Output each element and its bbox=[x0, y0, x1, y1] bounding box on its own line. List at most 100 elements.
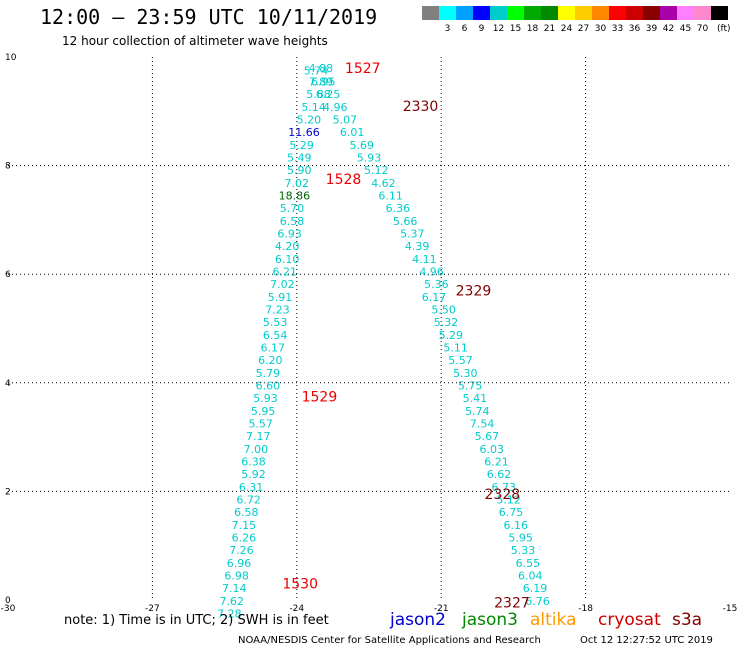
wave-height-point: 6.76 bbox=[525, 595, 550, 608]
colorbar-tick-label: 9 bbox=[479, 24, 485, 34]
legend-entry: altika bbox=[530, 610, 577, 630]
wave-height-point: 5.36 bbox=[424, 278, 449, 291]
wave-height-point: 6.19 bbox=[523, 582, 548, 595]
track-number-label: 2330 bbox=[403, 99, 439, 115]
colorbar-tick-label: 18 bbox=[527, 24, 539, 34]
colorbar-swatch bbox=[592, 6, 609, 20]
wave-height-point: 5.79 bbox=[256, 367, 281, 380]
wave-height-point: 5.70 bbox=[280, 202, 305, 215]
colorbar-swatch bbox=[490, 6, 507, 20]
grid-lines bbox=[8, 57, 730, 600]
wave-height-point: 6.54 bbox=[263, 329, 288, 342]
wave-height-point: 5.29 bbox=[289, 139, 314, 152]
wave-height-point: 5.30 bbox=[453, 367, 478, 380]
y-tick-label: 4 bbox=[5, 379, 11, 389]
axes: -30 -27 -24 -21 -18 -15 0 2 4 6 8 10 bbox=[1, 53, 738, 614]
footnote: note: 1) Time is in UTC; 2) SWH is in fe… bbox=[64, 613, 329, 628]
wave-height-point: 6.58 bbox=[280, 215, 305, 228]
wave-height-point: 6.10 bbox=[275, 253, 300, 266]
wave-height-point: 6.62 bbox=[487, 468, 512, 481]
colorbar-tick-label: 24 bbox=[561, 24, 573, 34]
y-tick-label: 8 bbox=[5, 162, 11, 172]
wave-height-point: 6.58 bbox=[234, 506, 259, 519]
colorbar-swatch bbox=[524, 6, 541, 20]
wave-height-point: 6.95 bbox=[311, 75, 336, 88]
wave-height-point: 6.60 bbox=[256, 380, 281, 393]
wave-height-point: 6.36 bbox=[386, 202, 411, 215]
wave-height-point: 6.17 bbox=[422, 291, 447, 304]
wave-height-point: 5.95 bbox=[508, 532, 533, 545]
wave-height-point: 6.96 bbox=[227, 557, 252, 570]
wave-height-point: 5.57 bbox=[448, 354, 473, 367]
colorbar-swatch bbox=[473, 6, 490, 20]
colorbar-swatch bbox=[575, 6, 592, 20]
wave-height-point: 6.16 bbox=[504, 519, 529, 532]
wave-height-point: 5.88 bbox=[306, 88, 331, 101]
wave-height-point: 6.25 bbox=[316, 88, 341, 101]
wave-height-point: 7.28 bbox=[217, 608, 242, 621]
wave-height-point: 5.66 bbox=[393, 215, 418, 228]
wave-height-point: 5.92 bbox=[241, 468, 266, 481]
colorbar-tick-label: 21 bbox=[544, 24, 555, 34]
wave-height-point: 5.11 bbox=[443, 342, 468, 355]
wave-height-point: 4.39 bbox=[405, 240, 430, 253]
colorbar-tick-label: 39 bbox=[646, 24, 658, 34]
track-number-label: 2327 bbox=[494, 596, 530, 612]
wave-height-point: 5.67 bbox=[475, 430, 500, 443]
wave-height-point: 6.75 bbox=[499, 506, 524, 519]
wave-height-point: 4.88 bbox=[309, 62, 334, 75]
wave-height-point: 5.33 bbox=[511, 544, 536, 557]
wave-height-point: 7.00 bbox=[244, 443, 269, 456]
colorbar-swatch bbox=[609, 6, 626, 20]
wave-height-point: 4.62 bbox=[371, 177, 396, 190]
wave-height-point: 5.93 bbox=[357, 151, 382, 164]
colorbar-tick-label: 27 bbox=[578, 24, 589, 34]
wave-height-point: 6.01 bbox=[340, 126, 365, 139]
credit-line: NOAA/NESDIS Center for Satellite Applica… bbox=[238, 635, 541, 646]
wave-height-point: 6.93 bbox=[277, 227, 302, 240]
generated-timestamp: Oct 12 12:27:52 UTC 2019 bbox=[580, 635, 713, 646]
colorbar-swatch bbox=[643, 6, 660, 20]
wave-height-point: 5.37 bbox=[400, 227, 425, 240]
wave-height-point: 7.54 bbox=[470, 418, 495, 431]
colorbar-swatch bbox=[456, 6, 473, 20]
wave-height-point: 7.62 bbox=[220, 595, 245, 608]
colorbar-tick-label: 70 bbox=[697, 24, 709, 34]
x-tick-label: -30 bbox=[1, 604, 16, 614]
wave-height-point: 7.02 bbox=[285, 177, 310, 190]
wave-height-point: 7.89 bbox=[309, 75, 334, 88]
colorbar-swatch bbox=[507, 6, 524, 20]
wave-height-point: 6.72 bbox=[236, 494, 261, 507]
colorbar-swatch bbox=[677, 6, 694, 20]
wave-height-point: 5.57 bbox=[248, 418, 273, 431]
wave-height-point: 6.73 bbox=[492, 481, 517, 494]
x-tick-label: -18 bbox=[578, 604, 593, 614]
wave-height-point: 6.04 bbox=[518, 570, 543, 583]
wave-height-point: 11.66 bbox=[288, 126, 320, 139]
wave-height-point: 18.86 bbox=[279, 189, 311, 202]
y-tick-label: 0 bbox=[5, 596, 11, 606]
wave-height-point: 6.55 bbox=[516, 557, 541, 570]
track-number-label: 1528 bbox=[326, 172, 362, 188]
colorbar-tick-label: 36 bbox=[629, 24, 641, 34]
colorbar-tick-label: 30 bbox=[595, 24, 607, 34]
wave-height-point: 5.12 bbox=[496, 494, 521, 507]
colorbar-unit-label: (ft) bbox=[717, 24, 731, 34]
wave-height-point: 7.26 bbox=[229, 544, 254, 557]
wave-height-point: 5.74 bbox=[465, 405, 490, 418]
wave-height-point: 5.49 bbox=[287, 151, 312, 164]
satellite-legend: jason2 jason3 altika cryosat s3a bbox=[389, 610, 702, 630]
colorbar-swatch bbox=[439, 6, 456, 20]
wave-height-point: 7.15 bbox=[232, 519, 257, 532]
wave-height-point: 5.75 bbox=[458, 380, 483, 393]
legend-entry: jason2 bbox=[389, 610, 446, 630]
colorbar-tick-label: 6 bbox=[462, 24, 468, 34]
wave-height-point: 5.50 bbox=[431, 303, 456, 316]
wave-height-point: 5.69 bbox=[350, 139, 375, 152]
colorbar-swatch bbox=[711, 6, 728, 20]
x-tick-label: -24 bbox=[289, 604, 304, 614]
page-title: 12:00 — 23:59 UTC 10/11/2019 bbox=[40, 5, 377, 29]
wave-height-point: 5.93 bbox=[253, 392, 278, 405]
